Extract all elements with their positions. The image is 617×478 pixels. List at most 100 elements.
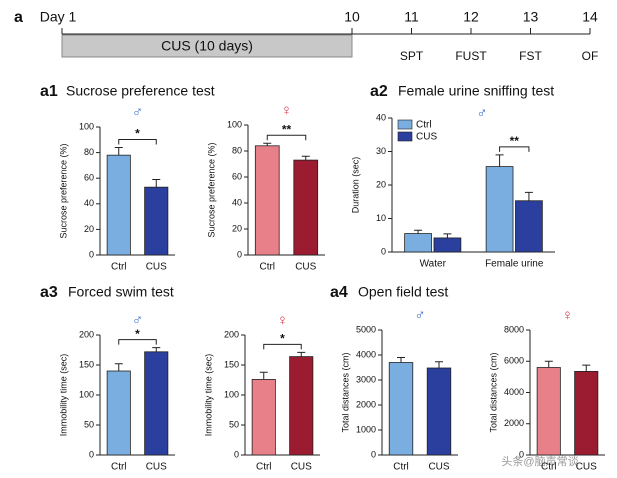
error-bar <box>524 191 533 201</box>
significance-label: ** <box>510 134 520 148</box>
bar <box>388 362 414 456</box>
panel-title: Open field test <box>358 284 448 300</box>
y-tick-label: 40 <box>232 197 242 207</box>
bar <box>106 154 131 256</box>
y-tick-label: 80 <box>84 147 94 157</box>
error-bar <box>263 142 272 146</box>
x-tick-label: CUS <box>295 262 316 273</box>
y-tick-label: 1000 <box>356 424 376 434</box>
y-axis-label: Sucrose preference (%) <box>206 142 216 237</box>
sex-symbol: ♂ <box>132 312 143 329</box>
y-tick-label: 20 <box>376 179 386 189</box>
period-label: CUS (10 days) <box>161 38 253 54</box>
legend-label: CUS <box>416 132 437 143</box>
error-bar <box>152 178 161 188</box>
y-tick-label: 50 <box>229 419 239 429</box>
day-label: 14 <box>582 9 598 25</box>
error-bar <box>152 347 161 352</box>
test-label: FST <box>519 49 542 63</box>
y-tick-label: 4000 <box>356 349 376 359</box>
panel-title: Forced swim test <box>68 284 174 300</box>
y-tick-label: 150 <box>224 359 239 369</box>
y-tick-label: 6000 <box>504 356 524 366</box>
bar <box>404 233 432 253</box>
significance-label: * <box>135 327 140 341</box>
x-tick-label: CUS <box>576 462 597 473</box>
y-tick-label: 0 <box>237 249 242 259</box>
test-label: FUST <box>455 49 487 63</box>
y-tick-label: 5000 <box>356 324 376 334</box>
sex-symbol: ♀ <box>277 312 288 329</box>
bar <box>254 145 280 256</box>
y-tick-label: 20 <box>232 223 242 233</box>
y-tick-label: 0 <box>234 449 239 459</box>
x-tick-label: Ctrl <box>541 462 557 473</box>
error-bar <box>544 360 553 368</box>
y-tick-label: 150 <box>79 359 94 369</box>
legend-swatch <box>397 131 413 142</box>
significance-bracket <box>118 138 157 145</box>
y-tick-label: 20 <box>84 224 94 234</box>
y-axis-label: Total distances (cm) <box>488 352 498 432</box>
legend-label: Ctrl <box>416 120 432 131</box>
panel-label: a2 <box>370 83 388 100</box>
error-bar <box>114 146 123 156</box>
y-tick-label: 0 <box>89 449 94 459</box>
y-tick-label: 0 <box>89 249 94 259</box>
significance-bracket <box>118 339 157 345</box>
y-tick-label: 100 <box>224 389 239 399</box>
error-bar <box>435 361 443 368</box>
day-label: 12 <box>463 9 479 25</box>
y-tick-label: 2000 <box>504 418 524 428</box>
y-tick-label: 0 <box>381 246 386 256</box>
y-axis-label: Sucrose preference (%) <box>58 143 68 238</box>
error-bar <box>114 363 123 371</box>
significance-bracket <box>266 134 307 141</box>
y-tick-label: 0 <box>519 449 524 459</box>
error-bar <box>414 229 423 234</box>
panel-label: a4 <box>330 284 348 301</box>
y-tick-label: 200 <box>79 329 94 339</box>
significance-bracket <box>263 343 302 350</box>
error-bar <box>301 155 310 161</box>
significance-bracket <box>499 146 530 152</box>
bar <box>515 200 543 253</box>
x-tick-label: Ctrl <box>111 462 127 473</box>
day-label: 10 <box>344 9 360 25</box>
sex-symbol: ♂ <box>476 105 487 122</box>
x-tick-label: CUS <box>146 262 167 273</box>
error-bar <box>259 371 268 380</box>
bar <box>144 351 169 456</box>
day-label: 13 <box>523 9 539 25</box>
x-tick-label: Water <box>420 259 447 270</box>
bar <box>485 166 514 253</box>
bar <box>289 356 314 456</box>
bar <box>251 378 276 456</box>
x-tick-label: CUS <box>146 462 167 473</box>
watermark: 头条@脑声常谈 <box>501 454 578 468</box>
sex-symbol: ♀ <box>562 307 573 324</box>
y-tick-label: 100 <box>227 119 242 129</box>
y-axis-label: Immobility time (sec) <box>58 354 68 437</box>
bar <box>536 367 561 456</box>
y-tick-label: 10 <box>376 213 386 223</box>
bar <box>293 159 319 256</box>
y-tick-label: 40 <box>376 112 386 122</box>
x-tick-label: Ctrl <box>393 462 409 473</box>
day-label: 11 <box>404 9 419 25</box>
y-tick-label: 80 <box>232 145 242 155</box>
test-label: SPT <box>400 49 424 63</box>
bar <box>426 367 452 456</box>
x-tick-label: Ctrl <box>259 262 275 273</box>
x-tick-label: Ctrl <box>256 462 272 473</box>
y-axis-label: Duration (sec) <box>350 157 360 214</box>
sex-symbol: ♂ <box>132 104 143 121</box>
bar <box>144 186 169 256</box>
bar <box>106 370 131 456</box>
x-tick-label: CUS <box>291 462 312 473</box>
legend-swatch <box>397 119 413 130</box>
significance-label: * <box>135 127 140 141</box>
y-tick-label: 100 <box>79 389 94 399</box>
y-tick-label: 0 <box>371 449 376 459</box>
error-bar <box>297 351 306 357</box>
